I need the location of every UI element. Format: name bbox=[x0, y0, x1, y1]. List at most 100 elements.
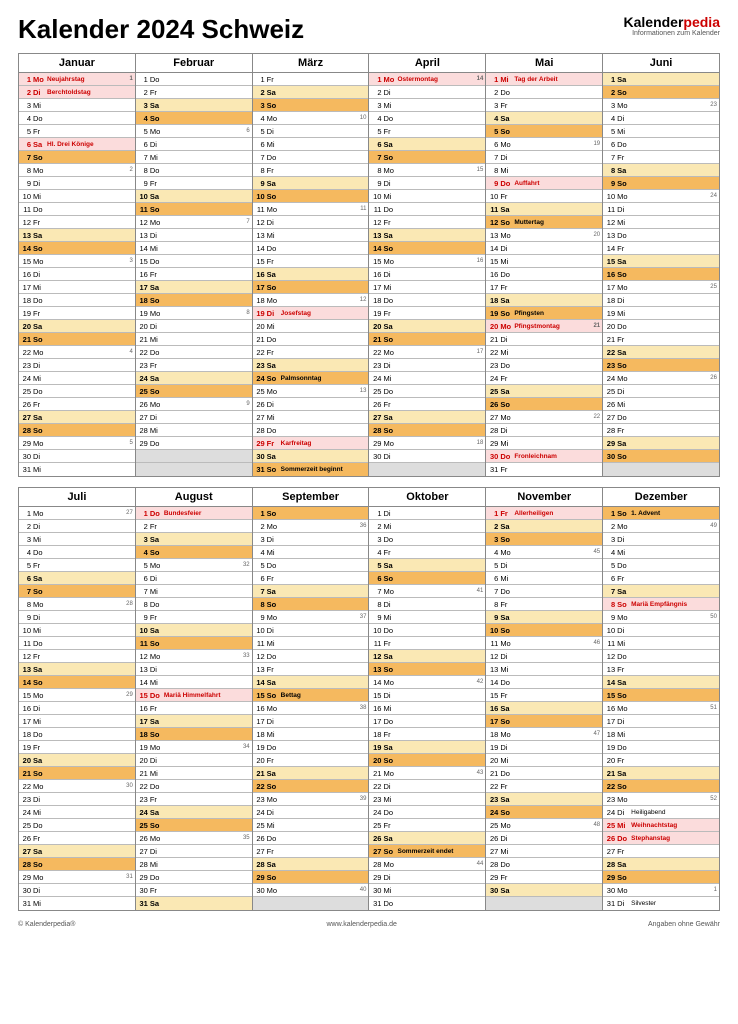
day-num: 14 bbox=[21, 678, 33, 687]
day-weekday: Do bbox=[500, 88, 514, 97]
day-cell: 16Do bbox=[486, 268, 602, 281]
day-cell: 2So bbox=[603, 86, 719, 99]
day-cell: 30Mo40 bbox=[253, 884, 369, 897]
day-cell: 16Mo38 bbox=[253, 702, 369, 715]
week-num: 25 bbox=[710, 284, 717, 290]
day-cell: 14So bbox=[19, 676, 135, 689]
day-num: 3 bbox=[371, 535, 383, 544]
day-cell: 21Di bbox=[486, 333, 602, 346]
day-weekday: Fr bbox=[617, 426, 631, 435]
day-weekday: Do bbox=[383, 296, 397, 305]
day-weekday: Sa bbox=[500, 296, 514, 305]
day-cell: 5Di bbox=[253, 125, 369, 138]
header: Kalender 2024 Schweiz Kalenderpedia Info… bbox=[18, 14, 720, 45]
day-cell: 6So bbox=[369, 572, 485, 585]
day-num: 12 bbox=[605, 218, 617, 227]
day-weekday: So bbox=[150, 639, 164, 648]
day-cell: 1MiTag der Arbeit bbox=[486, 73, 602, 86]
day-num: 23 bbox=[371, 795, 383, 804]
day-num: 29 bbox=[138, 873, 150, 882]
day-num: 20 bbox=[371, 322, 383, 331]
day-weekday: Mi bbox=[150, 426, 164, 435]
day-num: 8 bbox=[371, 166, 383, 175]
day-cell: 23Fr bbox=[136, 359, 252, 372]
day-weekday: Mo bbox=[33, 75, 47, 84]
day-weekday: Di bbox=[33, 452, 47, 461]
day-num: 6 bbox=[21, 140, 33, 149]
day-weekday: Fr bbox=[383, 821, 397, 830]
day-weekday: Mo bbox=[150, 561, 164, 570]
day-weekday: Mi bbox=[383, 374, 397, 383]
day-cell bbox=[253, 897, 369, 910]
day-num: 2 bbox=[21, 88, 33, 97]
footer-left: © Kalenderpedia® bbox=[18, 921, 75, 928]
day-weekday: Fr bbox=[617, 665, 631, 674]
day-cell: 3So bbox=[486, 533, 602, 546]
day-weekday: Di bbox=[150, 413, 164, 422]
day-weekday: Fr bbox=[500, 691, 514, 700]
day-weekday: So bbox=[33, 678, 47, 687]
day-weekday: Fr bbox=[150, 88, 164, 97]
day-num: 25 bbox=[255, 387, 267, 396]
day-cell: 7So bbox=[19, 151, 135, 164]
day-weekday: Do bbox=[500, 587, 514, 596]
day-cell: 21So bbox=[19, 333, 135, 346]
day-weekday: So bbox=[33, 335, 47, 344]
day-num: 3 bbox=[21, 101, 33, 110]
day-cell: 8Mo15 bbox=[369, 164, 485, 177]
day-weekday: Do bbox=[267, 561, 281, 570]
day-cell: 27Fr bbox=[603, 845, 719, 858]
day-event: Hl. Drei Könige bbox=[47, 141, 133, 148]
day-weekday: So bbox=[617, 88, 631, 97]
day-num: 25 bbox=[605, 387, 617, 396]
day-cell: 8Mi bbox=[486, 164, 602, 177]
day-num: 11 bbox=[255, 639, 267, 648]
day-weekday: So bbox=[617, 782, 631, 791]
day-num: 28 bbox=[21, 860, 33, 869]
day-cell: 1MoOstermontag14 bbox=[369, 73, 485, 86]
day-cell: 28So bbox=[369, 424, 485, 437]
day-num: 13 bbox=[488, 665, 500, 674]
day-num: 12 bbox=[255, 652, 267, 661]
day-weekday: Fr bbox=[33, 309, 47, 318]
day-num: 14 bbox=[605, 678, 617, 687]
day-weekday: Sa bbox=[33, 756, 47, 765]
day-cell: 17Mi bbox=[369, 281, 485, 294]
day-cell: 25Fr bbox=[369, 819, 485, 832]
day-weekday: Fr bbox=[383, 639, 397, 648]
day-weekday: Fr bbox=[33, 218, 47, 227]
day-cell: 4Mo45 bbox=[486, 546, 602, 559]
day-cell: 22Sa bbox=[603, 346, 719, 359]
day-num: 27 bbox=[488, 413, 500, 422]
day-weekday: Fr bbox=[150, 270, 164, 279]
day-num: 29 bbox=[488, 439, 500, 448]
day-event: Pfingstmontag bbox=[514, 323, 600, 330]
month-juni: Juni1Sa2So3Mo234Di5Mi6Do7Fr8Sa9So10Mo241… bbox=[603, 54, 719, 476]
day-num: 1 bbox=[488, 75, 500, 84]
day-cell: 5Fr bbox=[19, 125, 135, 138]
day-weekday: Mo bbox=[383, 75, 397, 84]
week-num: 1 bbox=[714, 887, 717, 893]
day-event: Mariä Empfängnis bbox=[631, 601, 717, 608]
day-cell: 6Mi bbox=[486, 572, 602, 585]
day-num: 28 bbox=[255, 426, 267, 435]
day-weekday: Mo bbox=[267, 795, 281, 804]
week-num: 21 bbox=[593, 323, 600, 329]
day-weekday: Mi bbox=[267, 730, 281, 739]
day-num: 22 bbox=[21, 348, 33, 357]
day-weekday: So bbox=[267, 782, 281, 791]
day-weekday: Mi bbox=[33, 535, 47, 544]
day-weekday: Fr bbox=[383, 309, 397, 318]
week-num: 16 bbox=[477, 258, 484, 264]
day-weekday: So bbox=[267, 101, 281, 110]
day-weekday: Sa bbox=[150, 717, 164, 726]
day-weekday: Fr bbox=[150, 886, 164, 895]
day-num: 1 bbox=[138, 75, 150, 84]
day-weekday: Mi bbox=[617, 821, 631, 830]
day-num: 11 bbox=[371, 639, 383, 648]
day-weekday: Di bbox=[33, 361, 47, 370]
day-cell: 30Di bbox=[19, 884, 135, 897]
day-weekday: Fr bbox=[150, 522, 164, 531]
day-weekday: Sa bbox=[150, 283, 164, 292]
day-weekday: Sa bbox=[150, 626, 164, 635]
